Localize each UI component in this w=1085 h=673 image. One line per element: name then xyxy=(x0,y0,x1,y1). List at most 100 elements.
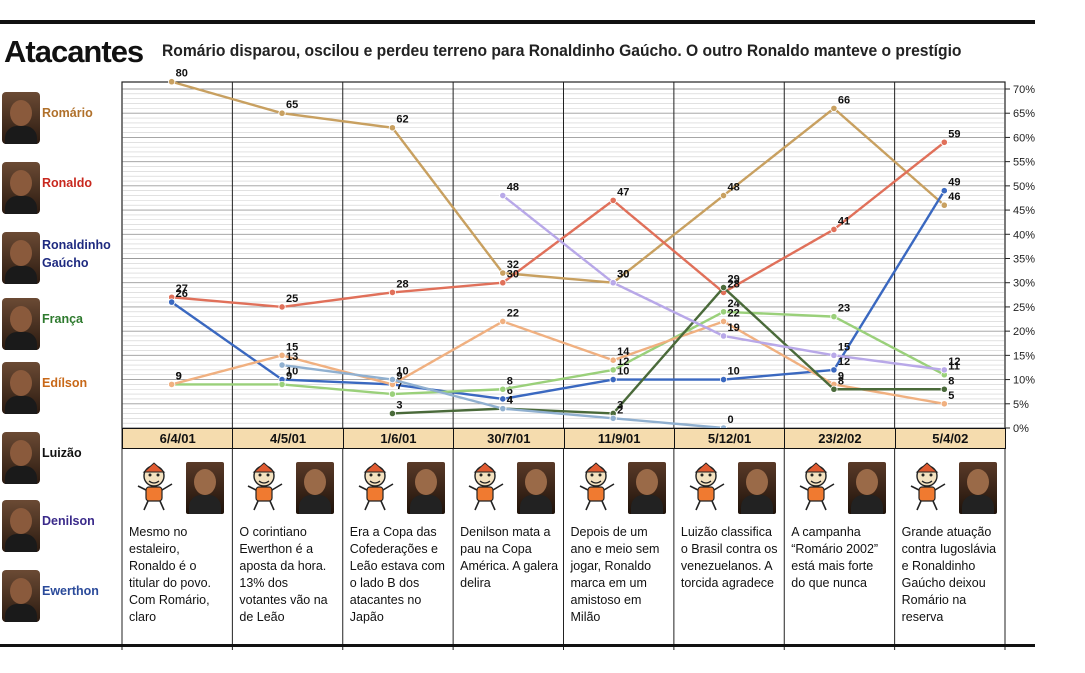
data-point xyxy=(940,201,948,209)
data-label: 10 xyxy=(728,366,740,378)
data-point xyxy=(499,191,507,200)
player-name: França xyxy=(42,312,83,326)
data-label: 0 xyxy=(728,414,734,426)
player-legend-item: França xyxy=(2,298,120,358)
date-label: 4/5/01 xyxy=(232,428,344,449)
player-legend-item: Denilson xyxy=(2,500,120,560)
y-tick-label: 60% xyxy=(1013,132,1035,144)
data-label: 46 xyxy=(948,191,960,203)
data-point xyxy=(499,279,507,287)
player-avatar xyxy=(2,92,40,144)
data-label: 9 xyxy=(396,370,402,382)
data-point xyxy=(830,313,838,321)
y-tick-label: 20% xyxy=(1013,326,1035,338)
data-point xyxy=(609,375,617,384)
data-label: 10 xyxy=(286,366,298,378)
data-label: 49 xyxy=(948,177,960,189)
y-tick-label: 15% xyxy=(1013,350,1035,362)
note-text: O corintiano Ewerthon é a aposta da hora… xyxy=(239,525,328,624)
data-label: 22 xyxy=(507,307,519,319)
data-label: 19 xyxy=(728,322,740,334)
series-line-1 xyxy=(171,80,946,284)
data-label: 4 xyxy=(507,395,514,407)
cartoon-icon xyxy=(579,462,614,511)
player-name: Ronaldo xyxy=(42,176,92,190)
data-point xyxy=(719,283,728,292)
data-label: 15 xyxy=(838,341,850,353)
player-avatar xyxy=(2,162,40,214)
data-point xyxy=(278,109,286,117)
date-label: 23/2/02 xyxy=(784,428,896,449)
data-label: 12 xyxy=(838,356,850,368)
data-label: 8 xyxy=(838,375,844,387)
data-label: 41 xyxy=(838,215,850,227)
cartoon-icon xyxy=(910,462,946,511)
data-label: 4 xyxy=(507,395,514,407)
data-label: 28 xyxy=(728,278,740,290)
data-label: 3 xyxy=(396,399,402,411)
player-photo xyxy=(958,462,997,514)
data-label: 29 xyxy=(728,274,740,286)
y-tick-label: 50% xyxy=(1013,181,1035,193)
data-point xyxy=(940,385,948,393)
top-rule xyxy=(0,20,1035,24)
data-label: 9 xyxy=(396,370,402,382)
y-tick-label: 70% xyxy=(1013,84,1035,96)
y-tick-label: 0% xyxy=(1013,423,1029,435)
data-label: 15 xyxy=(286,341,298,353)
data-point xyxy=(719,375,728,384)
data-label: 23 xyxy=(838,303,850,315)
data-point xyxy=(168,78,176,86)
note-text: Luizão classifica o Brasil contra os ven… xyxy=(680,525,778,590)
data-point xyxy=(940,366,948,374)
page-subtitle: Romário disparou, oscilou e perdeu terre… xyxy=(162,41,962,60)
data-point xyxy=(609,414,617,422)
data-label: 26 xyxy=(176,288,188,300)
data-point xyxy=(940,400,948,408)
data-point xyxy=(830,366,838,374)
data-label: 11 xyxy=(948,361,960,373)
player-avatar xyxy=(2,298,40,350)
date-label: 1/6/01 xyxy=(342,428,455,449)
data-label: 5 xyxy=(948,390,954,402)
data-label: 66 xyxy=(838,94,850,106)
player-photo xyxy=(737,462,776,514)
bottom-rule xyxy=(0,644,1035,647)
data-label: 30 xyxy=(617,269,629,281)
data-point xyxy=(719,317,728,326)
player-legend-item: Ronaldinho Gaúcho xyxy=(2,232,120,292)
player-photo xyxy=(296,462,335,514)
data-label: 6 xyxy=(507,385,513,397)
data-label: 12 xyxy=(948,356,960,368)
y-tick-label: 65% xyxy=(1013,108,1035,120)
y-tick-label: 40% xyxy=(1013,229,1035,241)
series-line-2 xyxy=(171,141,946,309)
data-point xyxy=(499,405,507,413)
data-point xyxy=(830,104,838,112)
note-text: Denilson mata a pau na Copa América. A g… xyxy=(460,525,559,590)
player-legend-item: Edílson xyxy=(2,362,120,422)
data-point xyxy=(609,366,617,374)
data-label: 9 xyxy=(838,370,844,382)
data-label: 22 xyxy=(728,307,740,319)
data-label: 59 xyxy=(948,128,960,140)
data-point xyxy=(388,288,397,296)
data-label: 13 xyxy=(286,351,298,363)
data-point xyxy=(830,225,838,234)
date-label: 5/4/02 xyxy=(894,428,1006,449)
player-name: Luizão xyxy=(42,446,82,460)
data-label: 80 xyxy=(176,68,188,80)
data-point xyxy=(830,351,838,359)
data-point xyxy=(278,361,286,369)
data-point xyxy=(388,124,397,132)
player-avatar xyxy=(2,570,40,622)
y-tick-label: 45% xyxy=(1013,205,1035,217)
data-point xyxy=(499,317,507,326)
data-label: 47 xyxy=(617,186,629,198)
page-title: Atacantes xyxy=(4,34,144,69)
data-point xyxy=(168,298,176,306)
data-label: 65 xyxy=(286,99,298,111)
cartoon-icon xyxy=(468,462,504,511)
data-point xyxy=(719,191,728,200)
